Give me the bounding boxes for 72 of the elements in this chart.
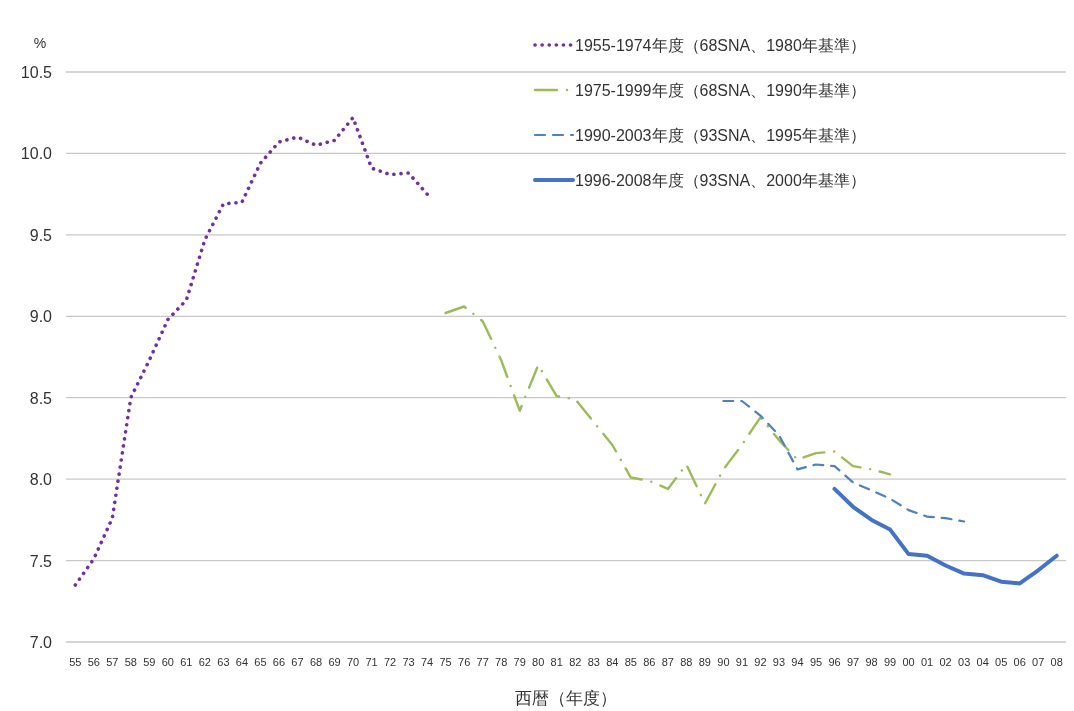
x-tick-label: 66 <box>272 656 286 668</box>
x-tick-label: 96 <box>828 656 841 668</box>
line-series <box>832 486 1059 586</box>
x-tick-label: 04 <box>976 656 989 668</box>
x-tick-label: 94 <box>791 656 804 668</box>
x-tick-label: 59 <box>143 656 156 668</box>
x-tick-label: 75 <box>439 656 452 668</box>
x-tick-label: 81 <box>550 656 563 668</box>
x-tick-label: 58 <box>124 656 137 668</box>
x-axis-title: 西暦（年度） <box>515 689 617 708</box>
x-tick-label: 65 <box>254 656 267 668</box>
x-tick-label: 02 <box>939 656 952 668</box>
x-tick-label: 78 <box>495 656 508 668</box>
x-tick-label: 67 <box>291 656 304 668</box>
y-tick-label: 10.5 <box>20 64 53 81</box>
x-tick-label: 76 <box>458 656 471 668</box>
x-tick-label: 93 <box>772 656 786 668</box>
y-tick-label: 10.0 <box>20 145 53 163</box>
x-tick-label: 97 <box>846 656 860 668</box>
x-tick-label: 86 <box>643 656 656 668</box>
x-tick-label: 98 <box>865 656 878 668</box>
x-tick-label: 61 <box>180 656 193 668</box>
y-tick-label: 8.5 <box>29 389 53 407</box>
x-tick-label: 87 <box>661 656 674 668</box>
x-tick-label: 83 <box>587 656 600 668</box>
x-tick-label: 73 <box>402 656 415 668</box>
x-tick-label: 91 <box>735 656 749 668</box>
x-tick-label: 64 <box>235 656 249 668</box>
x-tick-label: 72 <box>383 656 397 668</box>
x-tick-label: 07 <box>1032 656 1045 668</box>
y-tick-label: 9.0 <box>29 308 53 326</box>
y-tick-label: 7.0 <box>29 634 53 651</box>
x-tick-label: 55 <box>69 656 82 668</box>
x-tick-label: 88 <box>680 656 693 668</box>
x-tick-label: 84 <box>606 656 619 668</box>
line-series <box>722 399 966 523</box>
x-tick-label: 95 <box>809 656 823 668</box>
x-tick-label: 70 <box>346 656 360 668</box>
x-tick-label: 85 <box>624 656 637 668</box>
x-tick-label: 05 <box>995 656 1008 668</box>
x-tick-label: 01 <box>920 656 934 668</box>
y-tick-label: 7.5 <box>29 552 53 570</box>
x-tick-label: 57 <box>106 656 119 668</box>
x-tick-label: 89 <box>698 656 712 668</box>
x-tick-label: 08 <box>1050 656 1063 668</box>
x-tick-label: 60 <box>161 656 174 668</box>
x-tick-label: 06 <box>1013 656 1026 668</box>
x-tick-label: 79 <box>513 656 526 668</box>
x-tick-label: 63 <box>217 656 230 668</box>
x-tick-label: 69 <box>328 656 341 668</box>
line-series <box>73 115 429 587</box>
x-tick-label: 99 <box>883 656 897 668</box>
x-tick-label: 03 <box>958 656 971 668</box>
x-tick-label: 00 <box>902 656 915 668</box>
x-tick-label: 74 <box>420 656 434 668</box>
x-tick-label: 77 <box>476 656 489 668</box>
y-tick-label: 9.5 <box>29 226 53 244</box>
x-tick-label: 82 <box>569 656 582 668</box>
x-tick-label: 68 <box>309 656 323 668</box>
x-tick-label: 56 <box>87 656 100 668</box>
y-axis-title: % <box>33 35 47 51</box>
x-tick-label: 71 <box>365 656 378 668</box>
x-tick-label: 62 <box>198 656 212 668</box>
x-tick-label: 90 <box>717 656 730 668</box>
legend-label: 1996-2008年度（93SNA、2000年基準） <box>575 172 866 189</box>
legend-label: 1975-1999年度（68SNA、1990年基準） <box>575 82 866 99</box>
line-series <box>444 305 892 505</box>
x-tick-label: 80 <box>532 656 545 668</box>
x-tick-label: 92 <box>754 656 767 668</box>
legend-label: 1955-1974年度（68SNA、1980年基準） <box>575 37 866 54</box>
legend-label: 1990-2003年度（93SNA、1995年基準） <box>575 127 866 144</box>
y-tick-label: 8.0 <box>29 471 53 489</box>
